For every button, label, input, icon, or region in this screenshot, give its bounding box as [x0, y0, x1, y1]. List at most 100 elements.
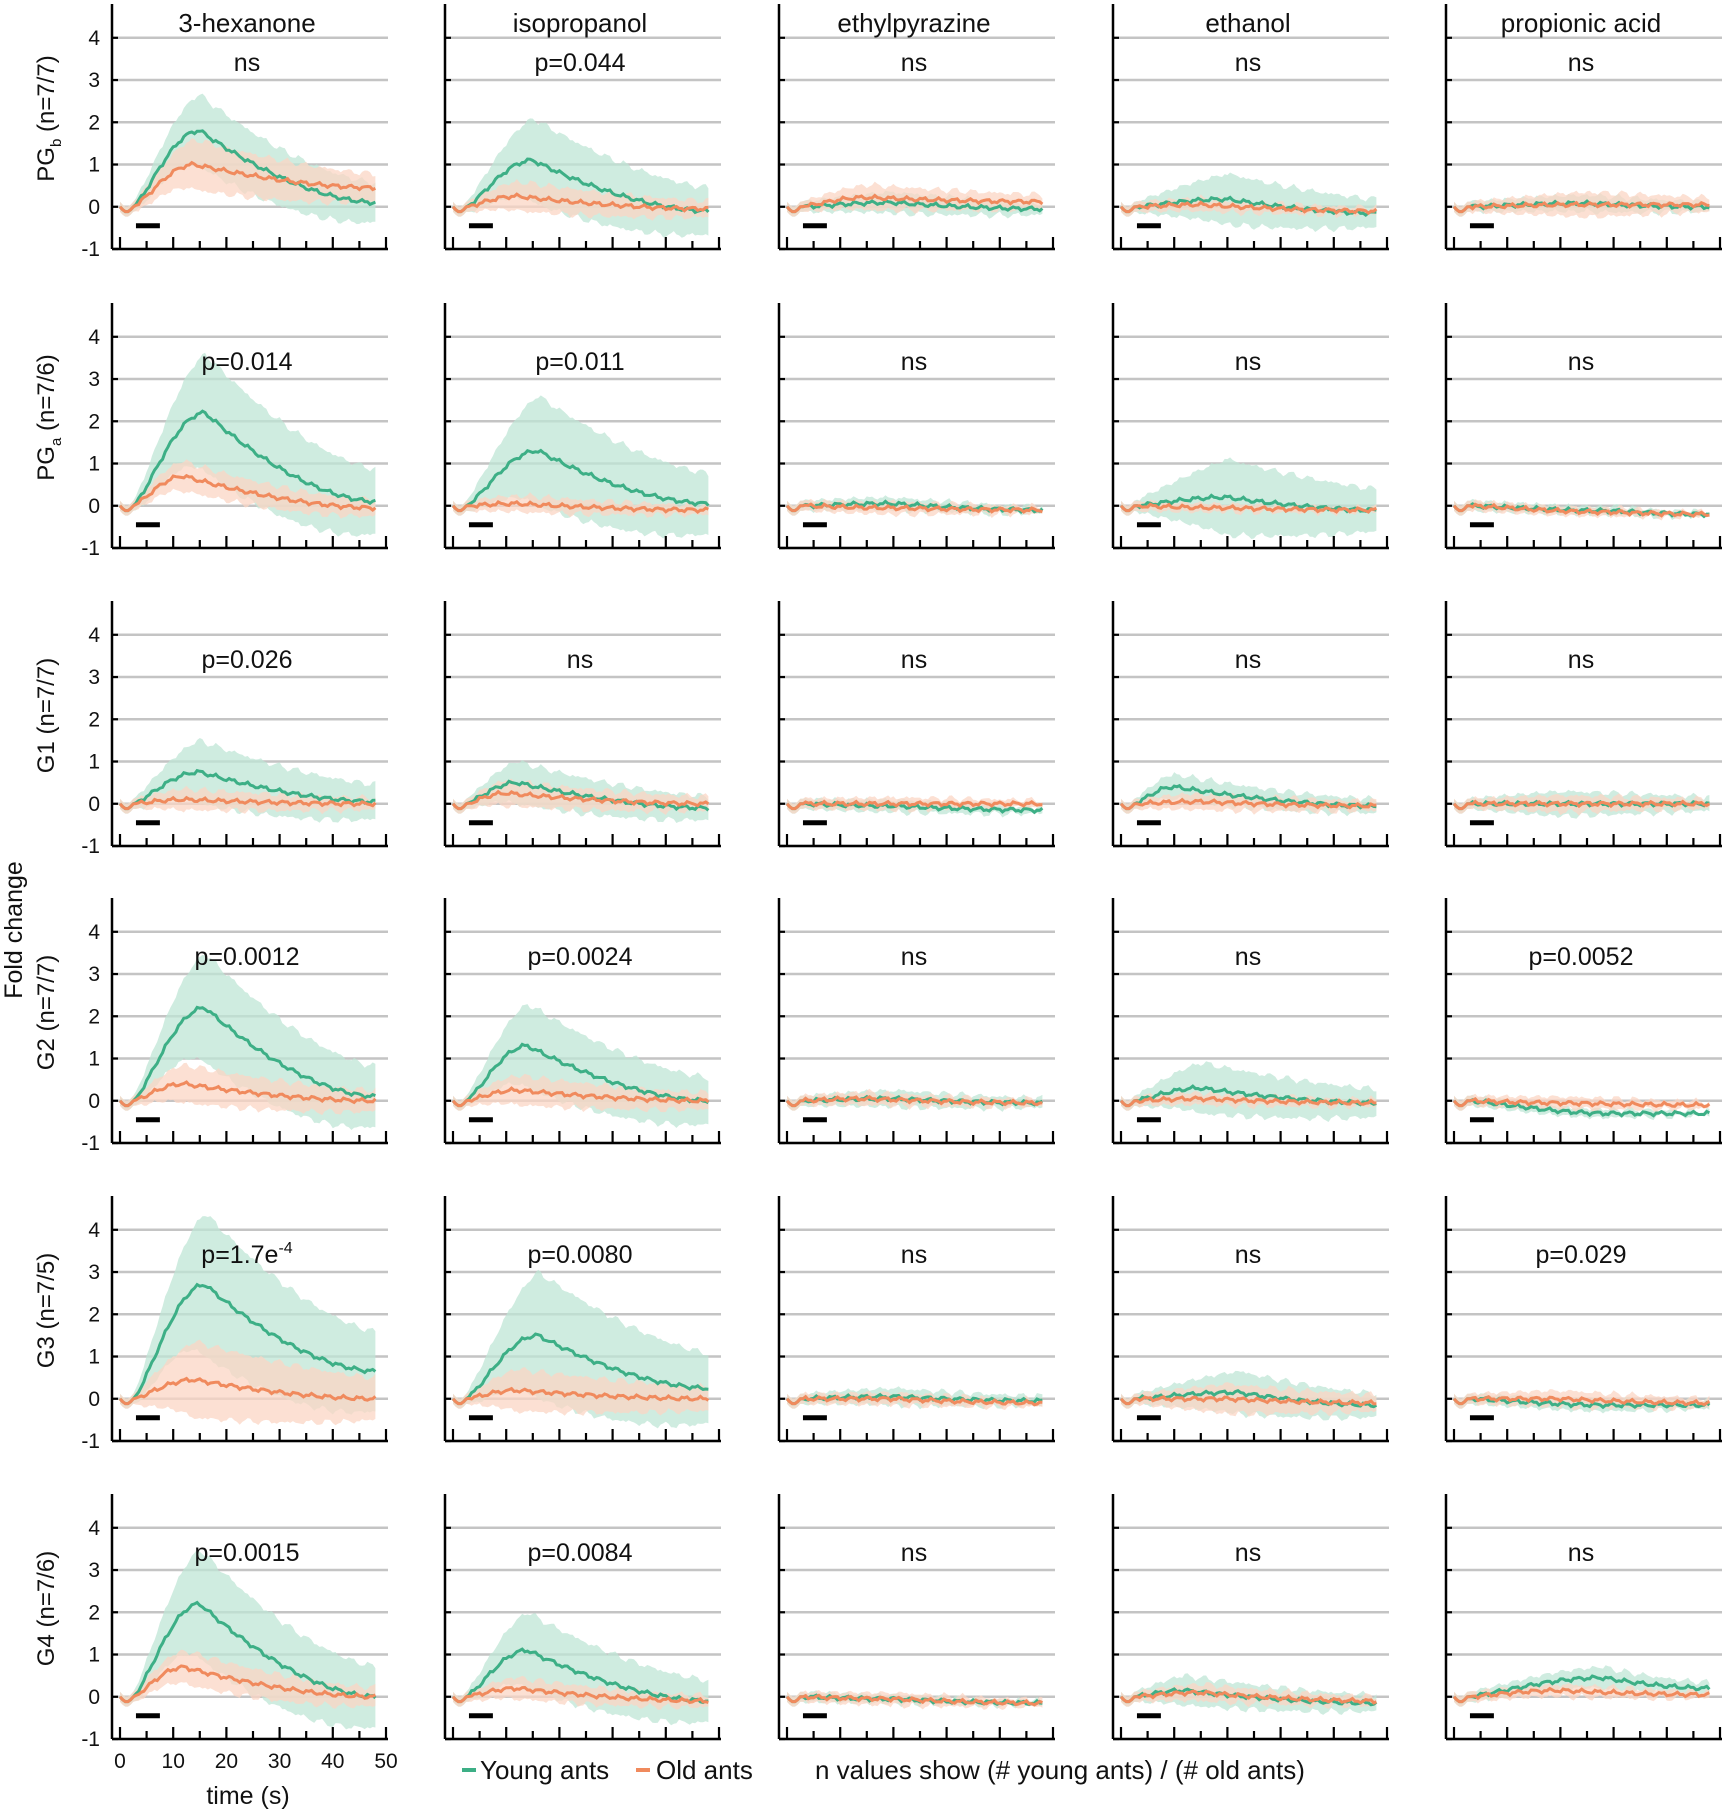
x-tick-label: 30	[268, 1750, 291, 1773]
legend: Young ants Old ants n values show (# you…	[462, 1755, 1305, 1785]
line-young	[118, 1282, 377, 1406]
y-axis-title: Fold change	[0, 861, 28, 999]
line-young	[118, 409, 376, 513]
p-value-label: ns	[567, 646, 593, 674]
row-label: G1 (n=7/7)	[33, 658, 60, 773]
panel-r3-c2: ns	[777, 898, 1055, 1145]
p-value-label: p=0.044	[534, 49, 625, 77]
y-tick-label: -1	[81, 1728, 100, 1751]
legend-label-old: Old ants	[656, 1755, 753, 1785]
panel-r4-c2: ns	[777, 1196, 1055, 1443]
band-young	[453, 1613, 709, 1726]
panel-r0-c4: propionic acid ns	[1444, 4, 1722, 251]
y-tick-label: 3	[88, 1261, 100, 1284]
panel-r3-c0: 4 3 2 1 0 -1 G2 (n=7/7) p=0.0012	[33, 898, 388, 1155]
y-tick-label: 0	[88, 196, 100, 219]
line-old	[451, 789, 710, 811]
p-value-label: ns	[901, 1539, 927, 1567]
panel-r0-c1: isopropanol p=0.044	[443, 4, 721, 251]
band-young	[453, 395, 709, 539]
y-tick-label: -1	[81, 1430, 100, 1453]
x-tick-label: 0	[114, 1750, 126, 1773]
p-value-label: ns	[1235, 348, 1261, 376]
column-title: propionic acid	[1501, 8, 1661, 38]
p-value-label: p=1.7e-4	[201, 1240, 293, 1269]
panel-r4-c0: 4 3 2 1 0 -1 G3 (n=7/5) p=1.7e-4	[33, 1196, 388, 1453]
column-title: 3-hexanone	[178, 8, 315, 38]
line-old	[1452, 200, 1710, 214]
p-value-label: ns	[901, 1241, 927, 1269]
line-old	[451, 499, 709, 515]
panel-r2-c3: ns	[1111, 601, 1389, 848]
y-tick-label: 4	[88, 921, 100, 944]
y-tick-label: 3	[88, 963, 100, 986]
row-label: PGa (n=7/6)	[33, 354, 65, 480]
band-old	[453, 1367, 709, 1416]
row-label: G2 (n=7/7)	[33, 955, 60, 1070]
line-young	[1119, 1084, 1377, 1108]
band-old	[120, 1062, 376, 1116]
panel-r2-c2: ns	[777, 601, 1055, 848]
panel-r5-c1: p=0.0084	[443, 1494, 721, 1741]
band-young	[453, 1004, 709, 1128]
line-old	[1452, 1097, 1711, 1109]
y-tick-label: 2	[88, 708, 100, 731]
p-value-label: ns	[901, 348, 927, 376]
line-old	[451, 192, 709, 214]
x-tick-label: 40	[321, 1750, 344, 1773]
band-young	[1121, 457, 1377, 539]
p-value-label: p=0.0084	[528, 1539, 633, 1567]
y-tick-label: 1	[88, 154, 100, 177]
line-old	[785, 193, 1044, 214]
line-old	[785, 1394, 1043, 1407]
line-old	[118, 160, 377, 214]
line-old	[1119, 797, 1377, 811]
panel-r1-c0: 4 3 2 1 0 -1 PGa (n=7/6) p=0.014	[33, 303, 388, 560]
panel-r0-c2: ethylpyrazine ns	[777, 4, 1055, 251]
y-tick-label: 2	[88, 1005, 100, 1028]
panel-r3-c4: p=0.0052	[1444, 898, 1722, 1145]
panel-r1-c3: ns	[1111, 303, 1389, 550]
y-tick-label: 4	[88, 1219, 100, 1242]
n-values-note: n values show (# young ants) / (# old an…	[815, 1755, 1305, 1785]
legend-label-young: Young ants	[480, 1755, 609, 1785]
panel-r5-c4: ns	[1444, 1494, 1722, 1741]
line-old	[118, 473, 377, 513]
band-old	[453, 1073, 709, 1113]
y-tick-label: -1	[81, 238, 100, 261]
line-old	[1452, 799, 1711, 811]
panel-r0-c0: 4 3 2 1 0 -1 PGb (n=7/7) 3-hexanone ns	[33, 4, 388, 261]
band-old	[120, 1339, 376, 1426]
panel-r0-c3: ethanol ns	[1111, 4, 1389, 251]
x-tick-label: 50	[374, 1750, 397, 1773]
line-old	[451, 1086, 710, 1108]
line-old	[118, 795, 377, 811]
p-value-label: ns	[1568, 49, 1594, 77]
line-young	[451, 1332, 709, 1406]
panel-r1-c4: ns	[1444, 303, 1722, 550]
line-young	[118, 1600, 377, 1704]
line-old	[118, 1080, 377, 1108]
y-tick-label: 1	[88, 1644, 100, 1667]
p-value-label: p=0.0052	[1529, 943, 1634, 971]
line-old	[785, 1095, 1043, 1108]
figure-labels: Fold change time (s)	[0, 861, 290, 1810]
panel-r2-c4: ns	[1444, 601, 1722, 848]
y-tick-label: 4	[88, 27, 100, 50]
line-young	[785, 198, 1044, 214]
panel-r2-c0: 4 3 2 1 0 -1 G1 (n=7/7) p=0.026	[33, 601, 388, 858]
y-tick-label: -1	[81, 537, 100, 560]
band-old	[1121, 1382, 1377, 1417]
band-young	[120, 1216, 376, 1415]
p-value-label: ns	[1235, 646, 1261, 674]
line-old	[451, 1386, 710, 1406]
line-old	[1452, 1686, 1710, 1704]
line-old	[785, 1693, 1043, 1707]
column-title: ethylpyrazine	[837, 8, 990, 38]
p-value-label: p=0.026	[201, 646, 292, 674]
p-value-label: p=0.0080	[528, 1241, 633, 1269]
band-old	[1454, 1389, 1710, 1412]
panel-r5-c2: ns	[777, 1494, 1055, 1741]
